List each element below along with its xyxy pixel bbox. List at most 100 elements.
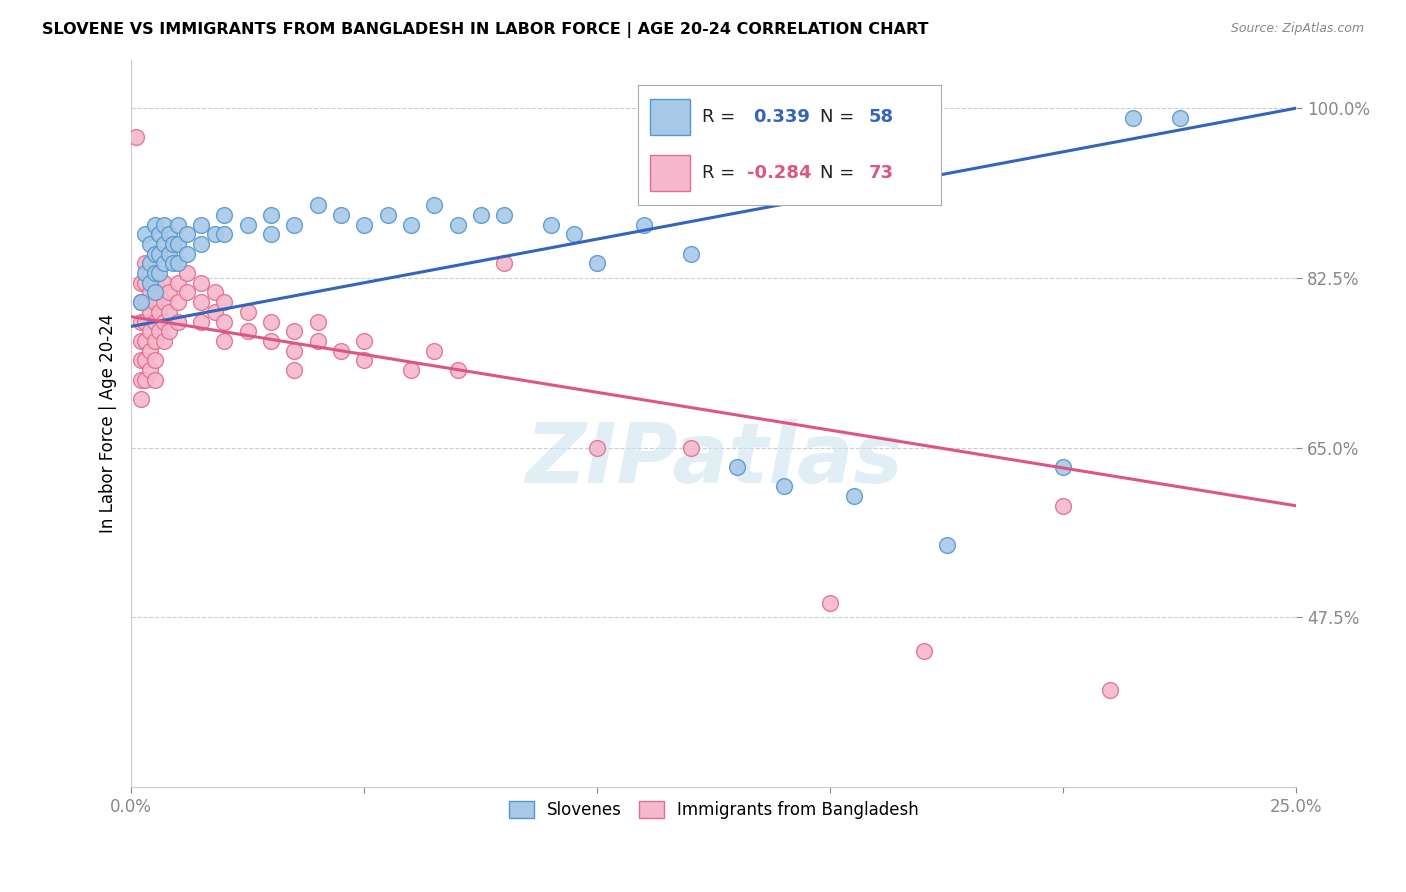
Point bbox=[190, 218, 212, 232]
Point bbox=[190, 314, 212, 328]
Point bbox=[214, 295, 236, 310]
Point bbox=[148, 324, 170, 338]
Point bbox=[129, 295, 152, 310]
Point bbox=[134, 276, 156, 290]
Point bbox=[166, 295, 188, 310]
Point bbox=[134, 314, 156, 328]
Point bbox=[399, 218, 422, 232]
Point bbox=[283, 363, 305, 377]
Point bbox=[423, 198, 446, 212]
Point bbox=[190, 276, 212, 290]
Point bbox=[125, 130, 148, 145]
Point bbox=[129, 334, 152, 348]
Point bbox=[129, 314, 152, 328]
Point bbox=[214, 314, 236, 328]
Point bbox=[134, 256, 156, 270]
Point bbox=[143, 276, 166, 290]
Point bbox=[236, 218, 259, 232]
Point bbox=[139, 324, 162, 338]
Point bbox=[166, 314, 188, 328]
Point bbox=[134, 227, 156, 242]
Point bbox=[353, 353, 375, 368]
Point bbox=[139, 305, 162, 319]
Text: Source: ZipAtlas.com: Source: ZipAtlas.com bbox=[1230, 22, 1364, 36]
Point bbox=[204, 227, 226, 242]
Point bbox=[260, 334, 283, 348]
Point bbox=[162, 236, 184, 251]
Point bbox=[236, 324, 259, 338]
Point bbox=[1099, 683, 1122, 698]
Point bbox=[1122, 111, 1144, 125]
Text: ZIPatlas: ZIPatlas bbox=[524, 419, 903, 500]
Point bbox=[148, 246, 170, 260]
Point bbox=[540, 218, 562, 232]
Point bbox=[148, 285, 170, 300]
Point bbox=[153, 295, 176, 310]
Point bbox=[562, 227, 585, 242]
Point bbox=[679, 441, 702, 455]
Point bbox=[166, 236, 188, 251]
Point bbox=[139, 343, 162, 358]
Point bbox=[134, 295, 156, 310]
Point bbox=[1168, 111, 1191, 125]
Point bbox=[842, 489, 865, 503]
Legend: Slovenes, Immigrants from Bangladesh: Slovenes, Immigrants from Bangladesh bbox=[502, 795, 925, 826]
Point bbox=[260, 314, 283, 328]
Point bbox=[307, 334, 329, 348]
Point bbox=[1052, 499, 1074, 513]
Point bbox=[148, 266, 170, 280]
Point bbox=[153, 256, 176, 270]
Point bbox=[134, 334, 156, 348]
Point bbox=[143, 246, 166, 260]
Point bbox=[134, 353, 156, 368]
Point bbox=[494, 208, 516, 222]
Point bbox=[157, 285, 180, 300]
Point bbox=[260, 227, 283, 242]
Point bbox=[153, 276, 176, 290]
Point bbox=[283, 324, 305, 338]
Point bbox=[129, 373, 152, 387]
Point bbox=[153, 218, 176, 232]
Point bbox=[157, 246, 180, 260]
Point bbox=[176, 285, 198, 300]
Point bbox=[679, 246, 702, 260]
Point bbox=[143, 314, 166, 328]
Text: SLOVENE VS IMMIGRANTS FROM BANGLADESH IN LABOR FORCE | AGE 20-24 CORRELATION CHA: SLOVENE VS IMMIGRANTS FROM BANGLADESH IN… bbox=[42, 22, 929, 38]
Point bbox=[176, 246, 198, 260]
Point bbox=[446, 218, 468, 232]
Point bbox=[166, 256, 188, 270]
Point bbox=[214, 227, 236, 242]
Point bbox=[283, 218, 305, 232]
Point bbox=[204, 305, 226, 319]
Point bbox=[176, 266, 198, 280]
Point bbox=[143, 295, 166, 310]
Point bbox=[190, 295, 212, 310]
Point bbox=[176, 227, 198, 242]
Point bbox=[143, 334, 166, 348]
Point bbox=[143, 373, 166, 387]
Point bbox=[330, 208, 353, 222]
Point bbox=[157, 227, 180, 242]
Point bbox=[283, 343, 305, 358]
Point bbox=[166, 276, 188, 290]
Point bbox=[190, 236, 212, 251]
Point bbox=[470, 208, 492, 222]
Point bbox=[139, 363, 162, 377]
Point bbox=[143, 266, 166, 280]
Point bbox=[1052, 460, 1074, 475]
Point bbox=[148, 227, 170, 242]
Point bbox=[139, 266, 162, 280]
Point bbox=[820, 596, 842, 610]
Point bbox=[143, 285, 166, 300]
Point bbox=[725, 460, 748, 475]
Point bbox=[260, 208, 283, 222]
Point bbox=[330, 343, 353, 358]
Point bbox=[586, 441, 609, 455]
Point bbox=[586, 256, 609, 270]
Point bbox=[307, 314, 329, 328]
Point bbox=[399, 363, 422, 377]
Point bbox=[307, 198, 329, 212]
Point bbox=[912, 644, 935, 658]
Point bbox=[214, 208, 236, 222]
Point bbox=[423, 343, 446, 358]
